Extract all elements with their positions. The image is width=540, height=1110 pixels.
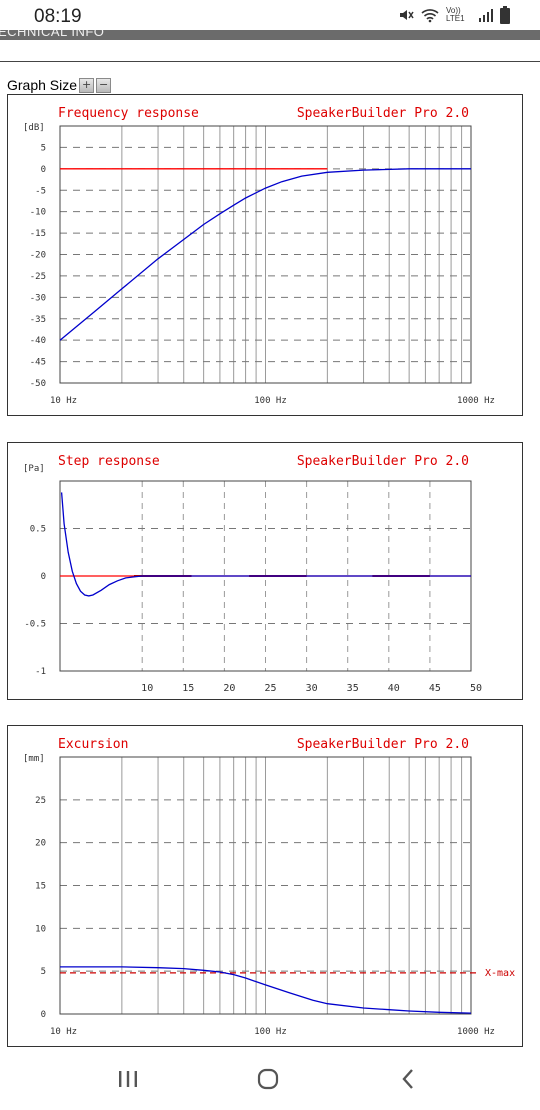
y-axis-unit: [dB] <box>23 123 45 133</box>
divider <box>0 61 540 62</box>
x-tick-label: 10 Hz <box>50 1027 77 1037</box>
recents-icon <box>119 1071 137 1087</box>
chart-title: Frequency response <box>58 106 199 121</box>
y-tick-label: -25 <box>30 272 46 282</box>
y-tick-label: 0 <box>41 572 46 582</box>
y-tick-label: 5 <box>41 967 46 977</box>
section-title: ECHNICAL INFO <box>0 30 105 39</box>
plot-frame <box>59 756 472 1015</box>
x-tick-label: 45 <box>429 683 441 694</box>
clock: 08:19 <box>34 6 82 27</box>
chart-title: Excursion <box>58 737 128 752</box>
y-tick-label: 20 <box>35 839 46 849</box>
graph-size-minus-button[interactable]: − <box>96 77 112 93</box>
y-tick-label: 0 <box>41 1010 46 1020</box>
volte-icon: Vo)) LTE1 <box>446 6 465 23</box>
step-response-panel: 0.5 0 -0.5 -1 10 15 20 25 30 35 40 45 50 Step respons… <box>7 442 523 700</box>
y-tick-label: -15 <box>30 229 46 239</box>
chart-brand: SpeakerBuilder Pro 2.0 <box>297 454 469 469</box>
x-tick-label: 100 Hz <box>254 1027 287 1037</box>
xmax-label: X-max <box>485 968 515 979</box>
y-tick-label: -20 <box>30 251 46 261</box>
x-tick-label: 1000 Hz <box>457 396 495 406</box>
data-series-line <box>60 966 472 1014</box>
y-tick-label: 5 <box>41 143 46 153</box>
step-response-chart: 0.5 0 -0.5 -1 10 15 20 25 30 35 40 45 50 Step respons… <box>23 454 482 694</box>
y-axis-unit: [Pa] <box>23 464 45 474</box>
back-icon <box>402 1069 413 1089</box>
y-tick-label: 10 <box>35 924 46 934</box>
signal-icon <box>479 9 493 22</box>
x-tick-label: 50 <box>470 683 482 694</box>
frequency-response-chart: 5 0 -5 -10 -15 -20 -25 -30 -35 -40 -45 -50 10 Hz 100 … <box>23 106 495 406</box>
y-tick-label: 25 <box>35 796 46 806</box>
battery-icon <box>500 6 510 24</box>
x-tick-label: 40 <box>388 683 400 694</box>
y-tick-label: -50 <box>30 379 46 389</box>
status-bar: 08:19 Vo)) LTE1 <box>0 0 540 34</box>
plot-frame <box>59 125 472 384</box>
y-tick-label: -0.5 <box>24 620 46 630</box>
chart-title: Step response <box>58 454 160 469</box>
navigation-bar <box>0 1048 540 1110</box>
x-tick-label: 10 Hz <box>50 396 77 406</box>
home-button[interactable] <box>248 1062 288 1096</box>
x-tick-label: 25 <box>264 683 276 694</box>
y-axis-unit: [mm] <box>23 754 45 764</box>
x-tick-label: 15 <box>182 683 194 694</box>
y-tick-label: -35 <box>30 315 46 325</box>
x-tick-label: 30 <box>306 683 318 694</box>
graph-size-plus-button[interactable]: + <box>79 77 95 93</box>
x-tick-label: 100 Hz <box>254 396 287 406</box>
chart-brand: SpeakerBuilder Pro 2.0 <box>297 737 469 752</box>
mute-icon <box>400 10 414 20</box>
graph-size-control: Graph Size + − <box>7 77 112 93</box>
excursion-panel: 25 20 15 10 5 0 10 Hz 100 Hz 1000 Hz Excursion Spe… <box>7 725 523 1047</box>
y-tick-label: -1 <box>35 667 46 677</box>
graph-size-label: Graph Size <box>7 77 78 93</box>
data-series-line <box>59 168 471 341</box>
x-tick-label: 10 <box>141 683 153 694</box>
section-header: ECHNICAL INFO <box>0 30 540 40</box>
y-tick-label: -40 <box>30 336 46 346</box>
x-tick-label: 20 <box>223 683 235 694</box>
excursion-chart: 25 20 15 10 5 0 10 Hz 100 Hz 1000 Hz Excursion Spe… <box>23 737 515 1037</box>
y-tick-label: 0 <box>41 165 46 175</box>
frequency-response-panel: 5 0 -5 -10 -15 -20 -25 -30 -35 -40 -45 -50 10 Hz 100 … <box>7 94 523 416</box>
y-tick-label: -5 <box>35 186 46 196</box>
x-tick-label: 1000 Hz <box>457 1027 495 1037</box>
chart-brand: SpeakerBuilder Pro 2.0 <box>297 106 469 121</box>
y-tick-label: 15 <box>35 882 46 892</box>
back-button[interactable] <box>388 1062 428 1096</box>
y-tick-label: -30 <box>30 293 46 303</box>
data-series-line <box>60 492 471 597</box>
y-tick-label: 0.5 <box>30 525 46 535</box>
y-tick-label: -45 <box>30 358 46 368</box>
recents-button[interactable] <box>108 1062 148 1096</box>
y-tick-label: -10 <box>30 208 46 218</box>
status-icons: Vo)) LTE1 <box>398 6 510 24</box>
home-icon <box>257 1068 279 1090</box>
wifi-icon <box>421 9 439 23</box>
x-tick-label: 35 <box>347 683 359 694</box>
